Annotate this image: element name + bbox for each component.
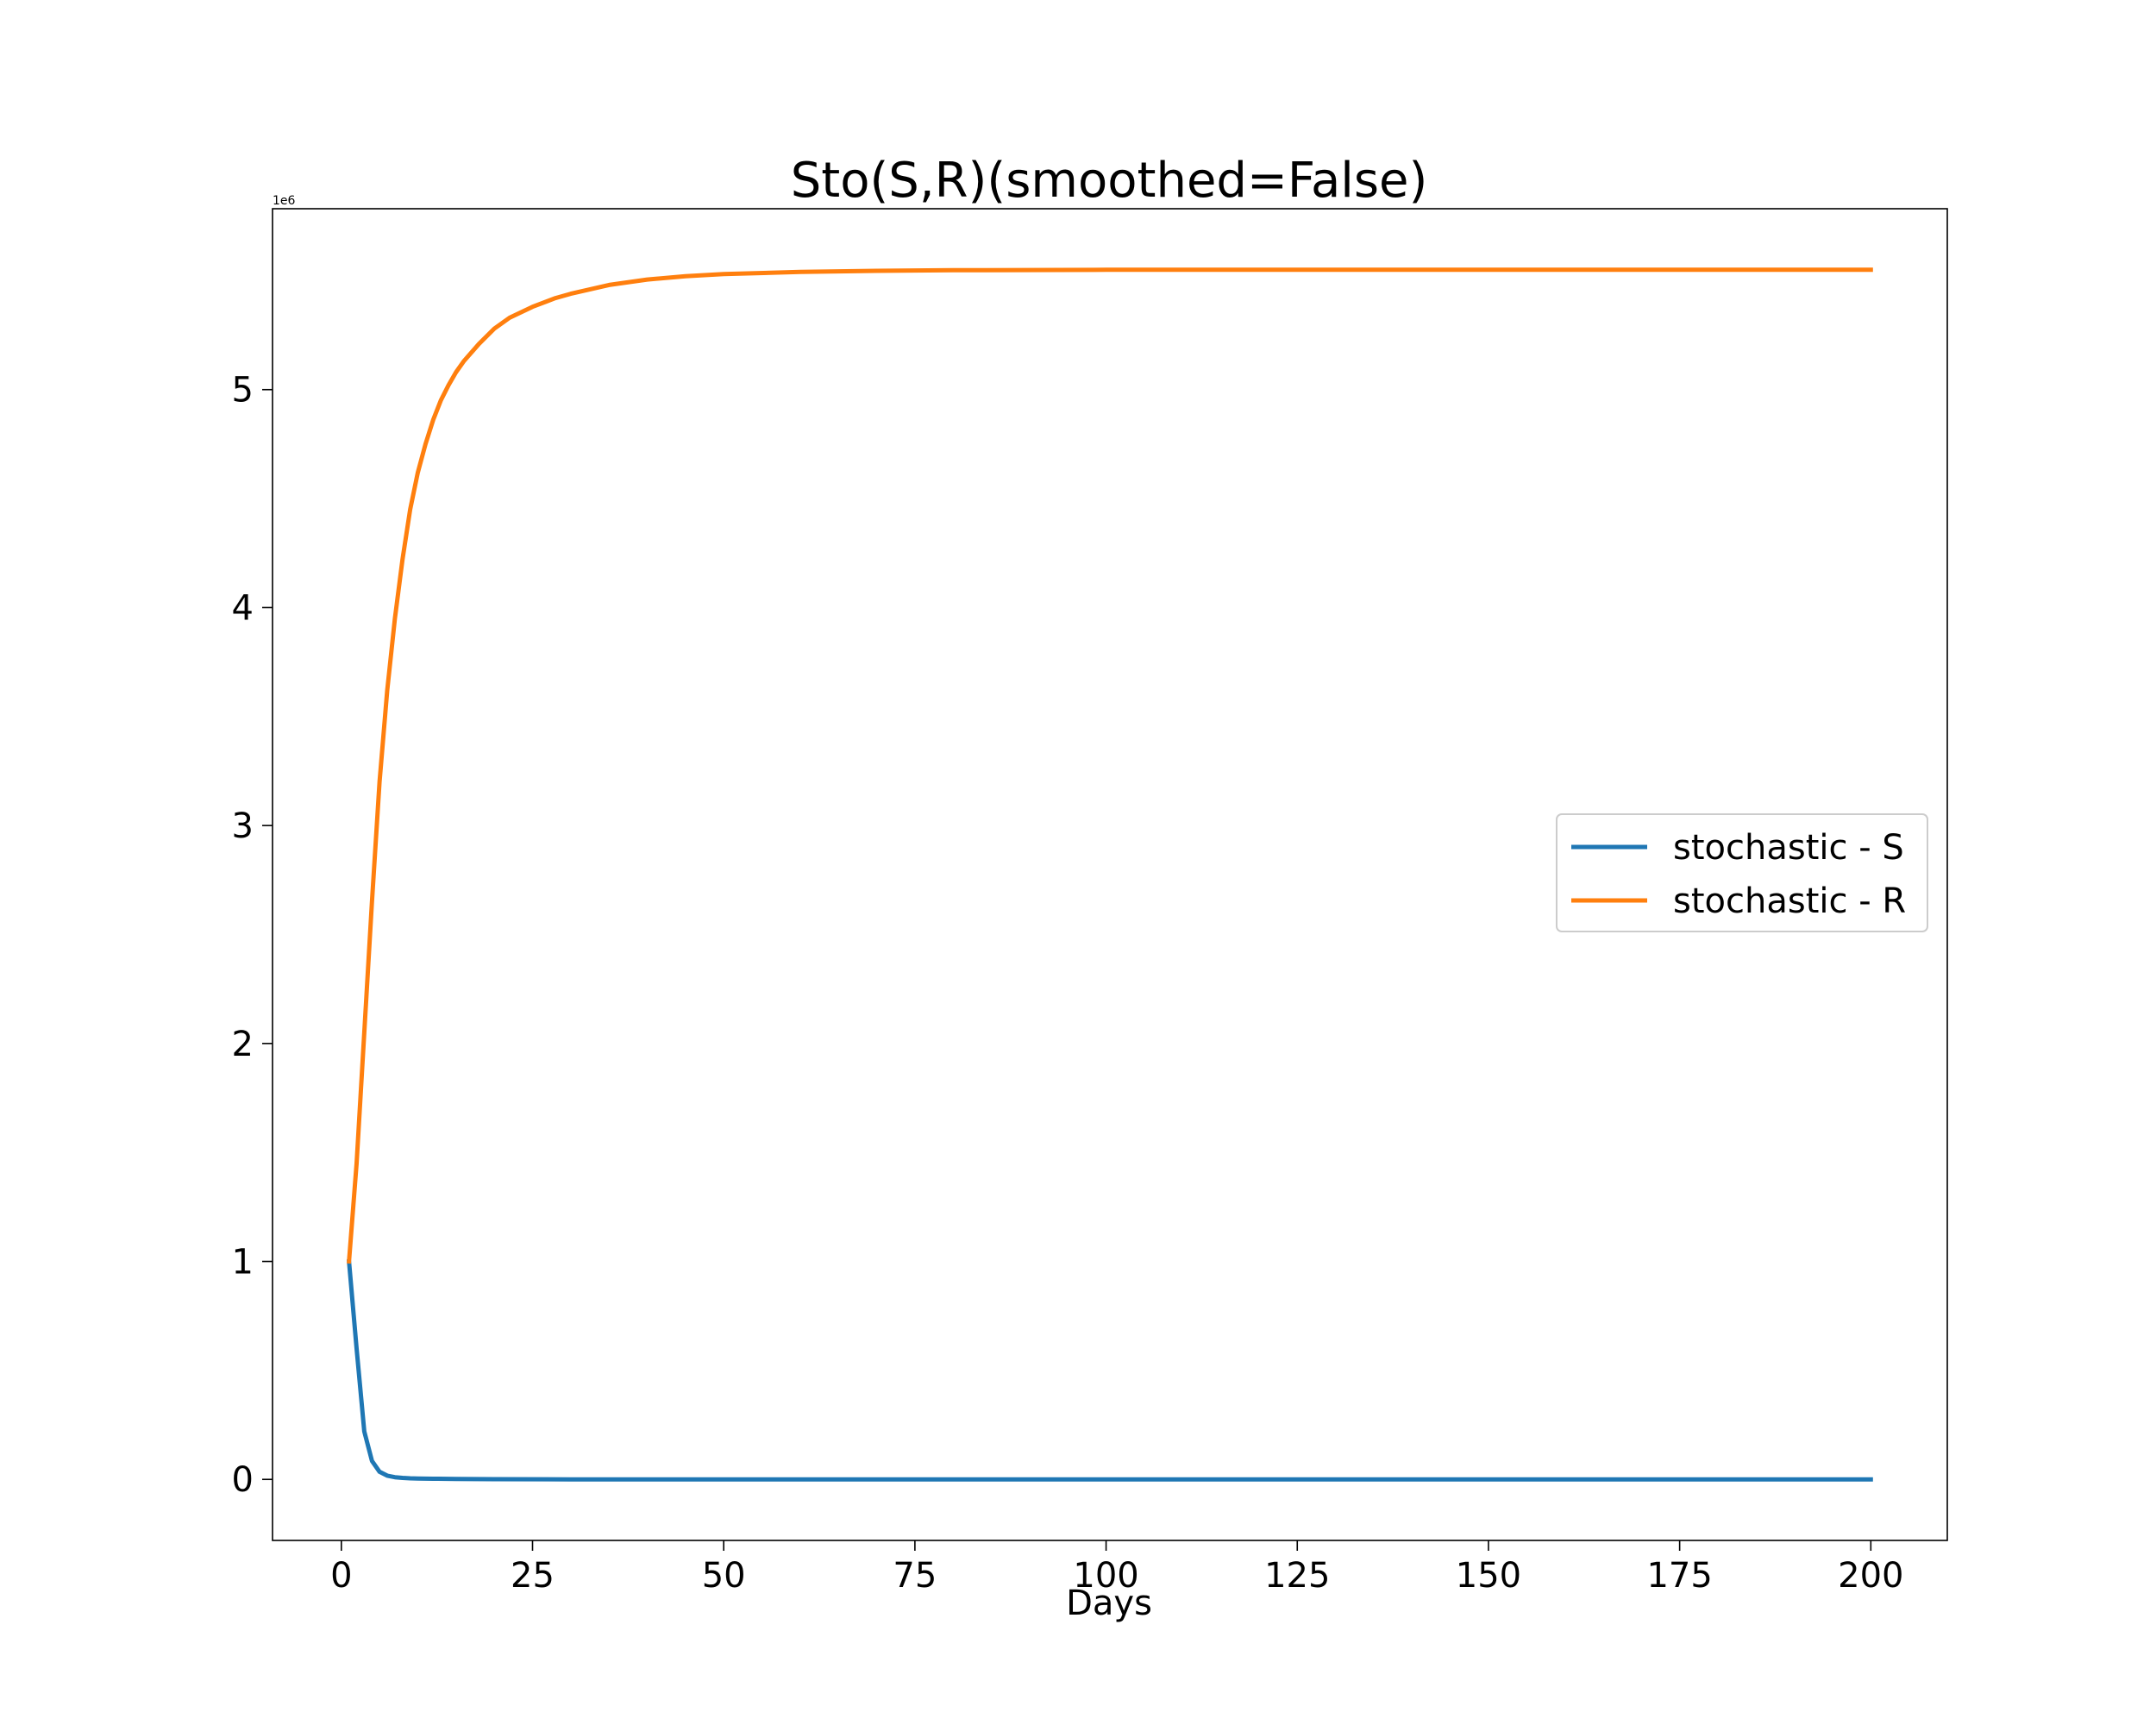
x-tick-label: 125 xyxy=(1264,1556,1330,1596)
x-axis-label: Days xyxy=(1066,1584,1152,1623)
y-tick-label: 4 xyxy=(232,588,254,628)
y-tick-label: 1 xyxy=(232,1243,254,1283)
x-axis-ticks: 0 25 50 75 100 125 150 175 200 xyxy=(330,1540,1904,1596)
x-tick-label: 150 xyxy=(1456,1556,1521,1596)
y-tick-label: 3 xyxy=(232,806,254,846)
x-tick-label: 100 xyxy=(1073,1556,1138,1596)
y-axis-ticks: 0 1 2 3 4 5 xyxy=(232,371,273,1500)
x-tick-label: 0 xyxy=(330,1556,352,1596)
y-axis-offset-label: 1e6 xyxy=(273,194,296,208)
series-line-s xyxy=(346,1258,1873,1482)
series-line-r xyxy=(347,267,1873,1264)
legend-box xyxy=(1556,813,1928,932)
x-tick-label: 25 xyxy=(511,1556,555,1596)
legend-label: stochastic - R xyxy=(1673,881,1906,921)
chart-title: Sto(S,R)(smoothed=False) xyxy=(791,153,1428,209)
x-tick-label: 50 xyxy=(702,1556,746,1596)
y-tick-label: 5 xyxy=(232,371,254,411)
legend: stochastic - S stochastic - R xyxy=(1556,813,1928,932)
plot-lines xyxy=(346,267,1873,1482)
y-tick-label: 0 xyxy=(232,1460,254,1500)
x-tick-label: 200 xyxy=(1838,1556,1903,1596)
x-tick-label: 75 xyxy=(893,1556,937,1596)
x-tick-label: 175 xyxy=(1646,1556,1712,1596)
plot-area-frame xyxy=(272,208,1948,1541)
legend-label: stochastic - S xyxy=(1673,828,1904,868)
y-tick-label: 2 xyxy=(232,1025,254,1064)
